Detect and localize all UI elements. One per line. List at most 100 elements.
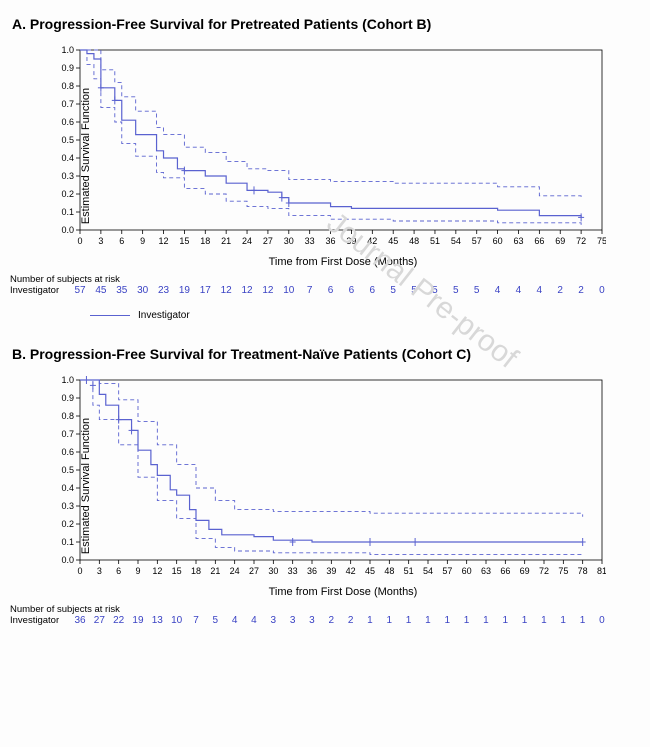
y-axis-label: Estimated Survival Function (80, 418, 92, 554)
svg-text:0.3: 0.3 (61, 501, 74, 511)
svg-text:0.1: 0.1 (61, 207, 74, 217)
risk-value: 2 (550, 285, 571, 296)
risk-value: 6 (341, 285, 362, 296)
risk-value: 1 (496, 615, 515, 626)
y-axis-label: Estimated Survival Function (80, 88, 92, 224)
svg-text:0.0: 0.0 (61, 225, 74, 235)
risk-value: 6 (320, 285, 341, 296)
risk-value: 5 (383, 285, 404, 296)
risk-value: 5 (206, 615, 225, 626)
svg-text:21: 21 (210, 566, 220, 576)
risk-value: 5 (445, 285, 466, 296)
svg-text:6: 6 (116, 566, 121, 576)
svg-text:39: 39 (326, 566, 336, 576)
svg-text:60: 60 (462, 566, 472, 576)
svg-text:0.6: 0.6 (61, 447, 74, 457)
risk-value: 19 (174, 285, 195, 296)
risk-value: 5 (424, 285, 445, 296)
svg-text:66: 66 (534, 236, 544, 246)
risk-value: 2 (322, 615, 341, 626)
svg-text:27: 27 (263, 236, 273, 246)
svg-text:0.5: 0.5 (61, 135, 74, 145)
svg-text:1.0: 1.0 (61, 45, 74, 55)
svg-text:0.1: 0.1 (61, 537, 74, 547)
svg-text:51: 51 (404, 566, 414, 576)
svg-text:27: 27 (249, 566, 259, 576)
svg-text:12: 12 (159, 236, 169, 246)
risk-value: 0 (591, 285, 612, 296)
x-axis-label: Time from First Dose (Months) (46, 256, 640, 268)
svg-text:66: 66 (500, 566, 510, 576)
svg-text:72: 72 (576, 236, 586, 246)
risk-row: Investigator3627221913107544333221111111… (10, 615, 640, 626)
risk-value: 19 (128, 615, 147, 626)
risk-value: 4 (244, 615, 263, 626)
legend-label: Investigator (138, 310, 190, 321)
svg-text:42: 42 (346, 566, 356, 576)
svg-text:54: 54 (423, 566, 433, 576)
svg-text:75: 75 (597, 236, 606, 246)
risk-row: Investigator5745353023191712121210766655… (10, 285, 640, 296)
legend-swatch (90, 315, 130, 316)
svg-text:36: 36 (307, 566, 317, 576)
risk-value: 5 (466, 285, 487, 296)
svg-text:45: 45 (388, 236, 398, 246)
svg-text:0.9: 0.9 (61, 63, 74, 73)
km-chart: 0.00.10.20.30.40.50.60.70.80.91.00369121… (46, 374, 606, 584)
risk-value: 6 (362, 285, 383, 296)
panel-title: B. Progression-Free Survival for Treatme… (12, 346, 640, 362)
risk-value: 57 (70, 285, 91, 296)
risk-value: 1 (438, 615, 457, 626)
risk-value: 1 (380, 615, 399, 626)
svg-text:9: 9 (140, 236, 145, 246)
svg-text:60: 60 (493, 236, 503, 246)
svg-text:3: 3 (97, 566, 102, 576)
svg-text:21: 21 (221, 236, 231, 246)
svg-text:45: 45 (365, 566, 375, 576)
risk-value: 12 (216, 285, 237, 296)
svg-text:63: 63 (481, 566, 491, 576)
svg-text:18: 18 (200, 236, 210, 246)
svg-text:36: 36 (326, 236, 336, 246)
risk-value: 12 (257, 285, 278, 296)
svg-text:0.2: 0.2 (61, 189, 74, 199)
risk-value: 45 (90, 285, 111, 296)
svg-text:0.4: 0.4 (61, 483, 74, 493)
svg-text:1.0: 1.0 (61, 375, 74, 385)
risk-value: 3 (264, 615, 283, 626)
svg-text:72: 72 (539, 566, 549, 576)
risk-value: 27 (90, 615, 109, 626)
svg-text:0.7: 0.7 (61, 429, 74, 439)
svg-text:0.7: 0.7 (61, 99, 74, 109)
risk-value: 1 (360, 615, 379, 626)
svg-text:0.6: 0.6 (61, 117, 74, 127)
risk-value: 4 (508, 285, 529, 296)
svg-text:6: 6 (119, 236, 124, 246)
svg-text:0.9: 0.9 (61, 393, 74, 403)
svg-text:57: 57 (442, 566, 452, 576)
svg-text:0.8: 0.8 (61, 81, 74, 91)
x-axis-label: Time from First Dose (Months) (46, 586, 640, 598)
chart-area: Estimated Survival FunctionJournal Pre-p… (46, 44, 640, 268)
risk-value: 2 (341, 615, 360, 626)
risk-value: 12 (237, 285, 258, 296)
risk-values: 3627221913107544333221111111111110 (70, 615, 640, 626)
panel-a: A. Progression-Free Survival for Pretrea… (10, 16, 640, 321)
svg-text:9: 9 (135, 566, 140, 576)
risk-value: 3 (283, 615, 302, 626)
risk-value: 4 (487, 285, 508, 296)
risk-value: 36 (70, 615, 89, 626)
svg-text:48: 48 (384, 566, 394, 576)
risk-value: 1 (457, 615, 476, 626)
risk-value: 10 (278, 285, 299, 296)
risk-value: 1 (515, 615, 534, 626)
svg-text:3: 3 (98, 236, 103, 246)
svg-text:51: 51 (430, 236, 440, 246)
svg-text:75: 75 (558, 566, 568, 576)
svg-text:0.4: 0.4 (61, 153, 74, 163)
risk-value: 30 (132, 285, 153, 296)
svg-text:0: 0 (77, 236, 82, 246)
risk-value: 7 (299, 285, 320, 296)
risk-value: 23 (153, 285, 174, 296)
svg-text:69: 69 (555, 236, 565, 246)
